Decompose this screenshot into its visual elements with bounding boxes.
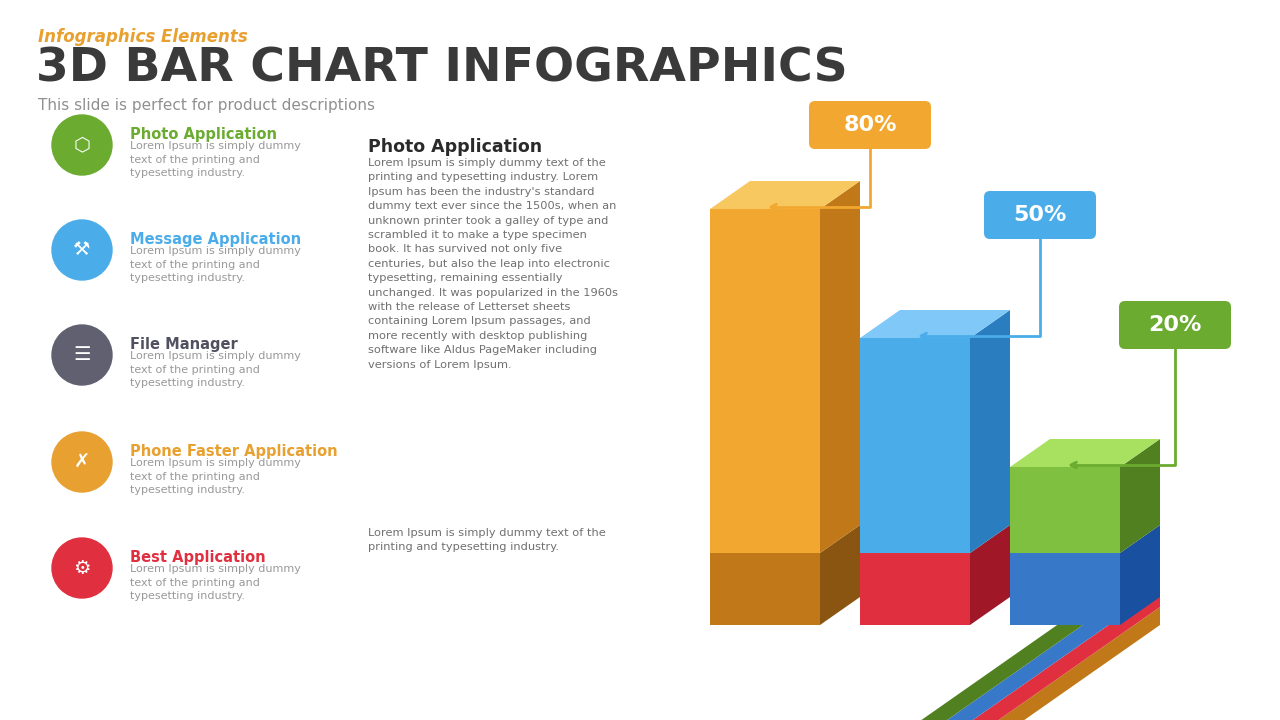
FancyBboxPatch shape — [1119, 301, 1231, 349]
Polygon shape — [1120, 525, 1160, 625]
Text: Photo Application: Photo Application — [131, 127, 276, 142]
Text: Lorem Ipsum is simply dummy
text of the printing and
typesetting industry.: Lorem Ipsum is simply dummy text of the … — [131, 246, 301, 283]
Polygon shape — [860, 553, 970, 625]
Text: File Manager: File Manager — [131, 337, 238, 352]
Text: ⬡: ⬡ — [73, 135, 91, 155]
Circle shape — [52, 220, 113, 280]
Polygon shape — [1010, 467, 1120, 553]
Circle shape — [52, 115, 113, 175]
Polygon shape — [710, 209, 820, 553]
Polygon shape — [860, 310, 1010, 338]
Polygon shape — [970, 525, 1010, 625]
Text: Lorem Ipsum is simply dummy
text of the printing and
typesetting industry.: Lorem Ipsum is simply dummy text of the … — [131, 141, 301, 179]
Circle shape — [52, 325, 113, 385]
Polygon shape — [820, 181, 860, 553]
Circle shape — [52, 432, 113, 492]
Text: Lorem Ipsum is simply dummy text of the
printing and typesetting industry. Lorem: Lorem Ipsum is simply dummy text of the … — [369, 158, 618, 369]
Text: Best Application: Best Application — [131, 550, 266, 565]
FancyBboxPatch shape — [809, 101, 931, 149]
Polygon shape — [1010, 553, 1120, 625]
Text: Photo Application: Photo Application — [369, 138, 543, 156]
Polygon shape — [710, 553, 820, 625]
Polygon shape — [1120, 439, 1160, 553]
Text: 80%: 80% — [844, 115, 897, 135]
Text: Lorem Ipsum is simply dummy
text of the printing and
typesetting industry.: Lorem Ipsum is simply dummy text of the … — [131, 564, 301, 601]
Text: ⚒: ⚒ — [73, 240, 91, 259]
Polygon shape — [710, 181, 860, 209]
Polygon shape — [820, 525, 860, 625]
Text: ⚙: ⚙ — [73, 559, 91, 577]
Text: Message Application: Message Application — [131, 232, 301, 247]
Circle shape — [52, 538, 113, 598]
Text: ✗: ✗ — [74, 452, 90, 472]
Polygon shape — [860, 338, 970, 553]
Text: Lorem Ipsum is simply dummy
text of the printing and
typesetting industry.: Lorem Ipsum is simply dummy text of the … — [131, 458, 301, 495]
Text: Lorem Ipsum is simply dummy text of the
printing and typesetting industry.: Lorem Ipsum is simply dummy text of the … — [369, 528, 605, 552]
Polygon shape — [970, 310, 1010, 553]
Polygon shape — [1010, 439, 1160, 467]
Text: Phone Faster Application: Phone Faster Application — [131, 444, 338, 459]
Text: 50%: 50% — [1014, 205, 1066, 225]
Polygon shape — [500, 571, 1160, 720]
FancyBboxPatch shape — [984, 191, 1096, 239]
Text: 20%: 20% — [1148, 315, 1202, 335]
Text: Lorem Ipsum is simply dummy
text of the printing and
typesetting industry.: Lorem Ipsum is simply dummy text of the … — [131, 351, 301, 388]
Polygon shape — [500, 589, 1160, 720]
Text: This slide is perfect for product descriptions: This slide is perfect for product descri… — [38, 98, 375, 113]
Text: 3D BAR CHART INFOGRAPHICS: 3D BAR CHART INFOGRAPHICS — [36, 47, 847, 92]
Text: ☰: ☰ — [73, 346, 91, 364]
Polygon shape — [500, 553, 1160, 720]
Text: Infographics Elements: Infographics Elements — [38, 28, 248, 46]
Polygon shape — [500, 607, 1160, 720]
